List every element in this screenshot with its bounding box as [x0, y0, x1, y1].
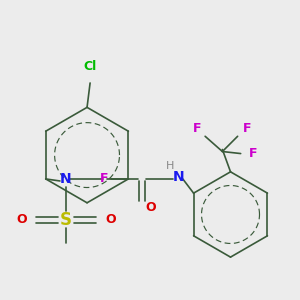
Text: F: F — [242, 122, 251, 135]
Text: O: O — [16, 213, 27, 226]
Text: Cl: Cl — [83, 60, 97, 73]
Text: O: O — [105, 213, 116, 226]
Text: S: S — [60, 211, 72, 229]
Text: H: H — [165, 161, 174, 171]
Text: O: O — [145, 201, 156, 214]
Text: N: N — [60, 172, 72, 186]
Text: F: F — [249, 147, 257, 160]
Text: F: F — [193, 122, 201, 135]
Text: N: N — [173, 170, 184, 184]
Text: F: F — [100, 172, 108, 185]
